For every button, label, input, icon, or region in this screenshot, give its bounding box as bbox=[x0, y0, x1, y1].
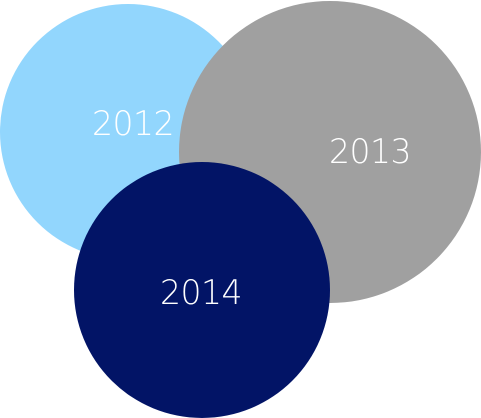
label-2013: 2013 bbox=[329, 132, 411, 172]
circle-2014 bbox=[74, 162, 330, 418]
label-2014: 2014 bbox=[160, 273, 242, 313]
label-2012: 2012 bbox=[92, 104, 174, 144]
